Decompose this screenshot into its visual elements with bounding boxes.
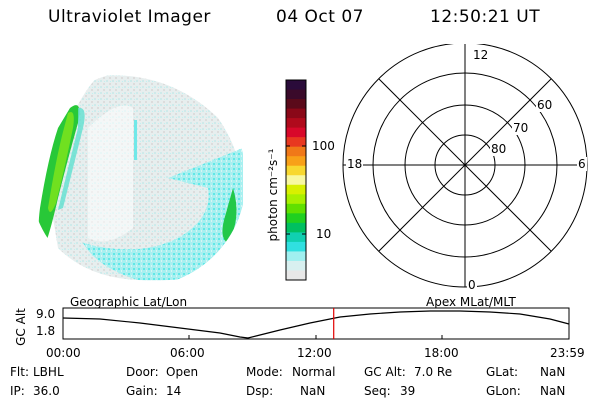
colorbar-stripe [286,127,306,138]
colorbar-stripe [286,194,306,205]
filter-label: Flt: [10,365,29,379]
colorbar-stripe [286,137,306,148]
date-label: 04 Oct 07 [276,7,364,27]
colorbar-stripe [286,270,306,281]
timeline-ytick-bottom: 1.8 [36,324,56,338]
glon-label: GLon: [486,384,521,398]
aurora-image [38,75,243,281]
colorbar-stripe [286,80,306,91]
mode-value: Normal [292,365,336,379]
timeline-right-title: Apex MLat/MLT [426,295,516,309]
glon-value: NaN [540,384,566,398]
timeline-xtick-2: 12:00 [297,346,332,360]
colorbar-tick-10: 10 [316,227,332,241]
colorbar-stripe [286,108,306,119]
timeline-left-title: Geographic Lat/Lon [70,295,188,309]
colorbar-stripe [286,241,306,252]
colorbar-stripe [286,251,306,262]
colorbar-stripe [286,213,306,224]
lat-label-60: 60 [536,98,554,112]
dsp-value: NaN [300,384,326,398]
mlt-label-12: 12 [472,48,490,62]
glat-value: NaN [540,365,566,379]
door-label: Door: [126,365,159,379]
colorbar-stripe [286,89,306,100]
mlt-label-0: 0 [467,278,477,292]
mlt-label-6: 6 [577,157,587,171]
glat-label: GLat: [486,365,519,379]
gain-value: 14 [166,384,182,398]
colorbar-label: photon cm⁻²s⁻¹ [266,148,280,242]
lat-label-70: 70 [512,121,530,135]
gcalt-label: GC Alt: [364,365,406,379]
colorbar-stripe [286,118,306,129]
colorbar-stripe [286,146,306,157]
colorbar-stripe [286,156,306,167]
seq-label: Seq: [364,384,391,398]
colorbar [285,79,307,281]
time-label: 12:50:21 UT [430,7,541,27]
timeline-xtick-3: 18:00 [424,346,459,360]
timeline-xtick-1: 06:00 [170,346,205,360]
timeline-plot [62,307,570,340]
colorbar-stripe [286,222,306,233]
timeline-ytick-top: 9.0 [36,307,56,321]
colorbar-stripe [286,99,306,110]
ip-value: 36.0 [33,384,60,398]
colorbar-stripe [286,165,306,176]
colorbar-stripe [286,203,306,214]
filter-value: LBHL [33,365,64,379]
ip-label: IP: [10,384,25,398]
mode-label: Mode: [246,365,283,379]
colorbar-stripe [286,232,306,243]
timeline-xtick-4: 23:59 [550,346,585,360]
polar-grid [342,44,588,288]
door-value: Open [166,365,199,379]
colorbar-tick-100: 100 [312,139,335,153]
lat-label-80: 80 [490,142,508,156]
seq-value: 39 [400,384,416,398]
colorbar-stripe [286,184,306,195]
gcalt-value: 7.0 Re [414,365,453,379]
gain-label: Gain: [126,384,158,398]
mlt-label-18: 18 [346,157,364,171]
timeline-xtick-0: 00:00 [46,346,81,360]
colorbar-stripe [286,260,306,271]
instrument-title: Ultraviolet Imager [48,7,211,27]
colorbar-stripe [286,175,306,186]
timeline-ylabel: GC Alt [14,308,28,346]
dsp-label: Dsp: [246,384,274,398]
